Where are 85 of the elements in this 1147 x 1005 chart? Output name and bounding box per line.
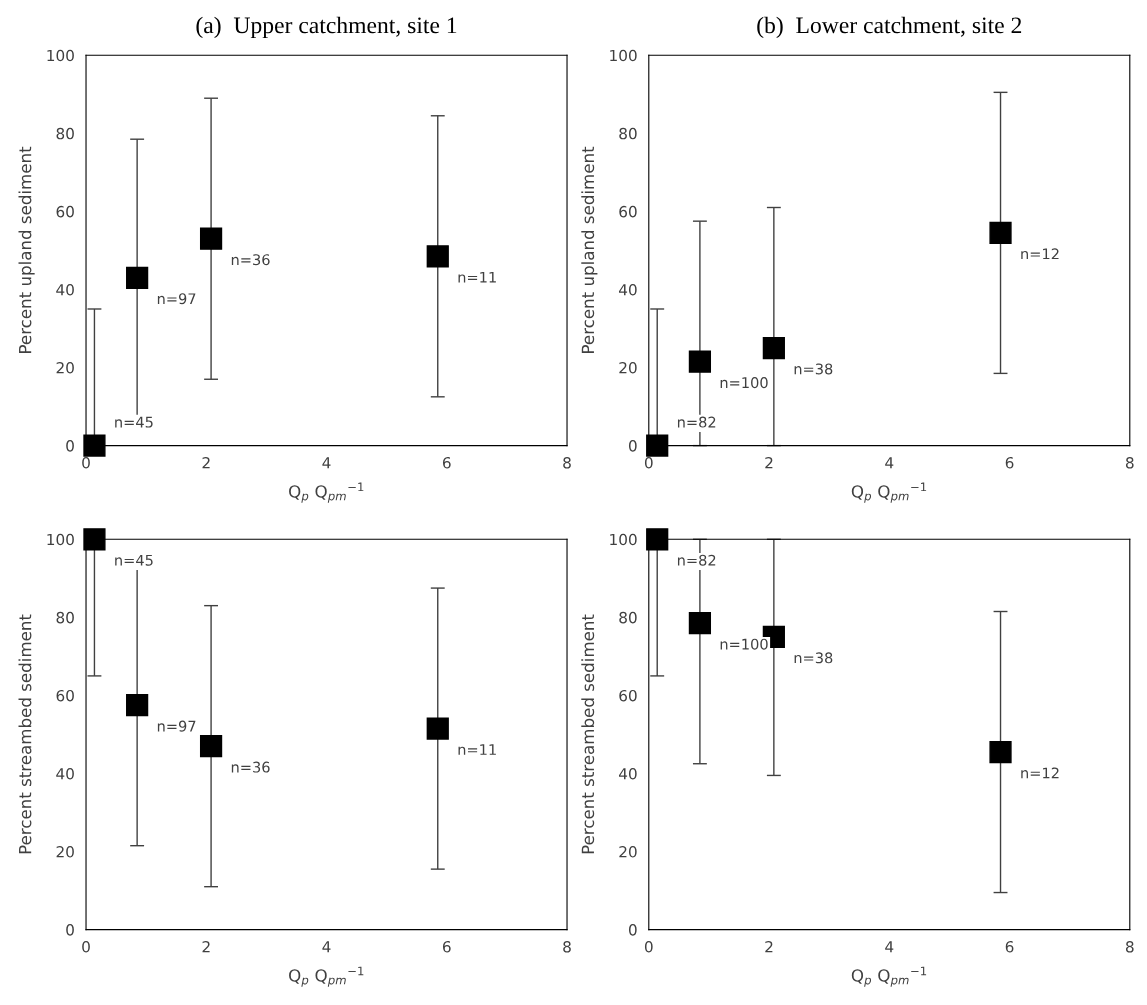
y-tick-label: 100: [610, 533, 637, 546]
annotation: n=12: [1021, 248, 1059, 260]
annotation: n=82: [677, 416, 716, 428]
y-tick-label: 40: [56, 283, 74, 296]
point: [83, 528, 106, 551]
point: [688, 612, 712, 635]
y-tick-label: 0: [66, 924, 74, 936]
point: [199, 227, 223, 250]
point: [83, 434, 106, 457]
x-tick-label: 0: [644, 941, 653, 953]
x-tick-label: 6: [1005, 456, 1014, 469]
y-tick-label: 100: [47, 533, 74, 546]
point: [126, 694, 149, 717]
y-tick-label: 20: [619, 846, 637, 858]
annotation: n=82: [677, 554, 716, 566]
annotation: n=36: [231, 254, 270, 266]
y-tick-label: 0: [628, 924, 637, 936]
x-tick-label: 0: [82, 941, 90, 953]
point: [426, 717, 449, 740]
y-tick-label: 60: [619, 689, 637, 702]
annotation: n=11: [458, 271, 496, 283]
point: [762, 336, 785, 360]
y-tick-label: 100: [47, 49, 74, 62]
y-tick-label: 100: [610, 49, 637, 62]
y-tick-label: 20: [56, 846, 74, 858]
y-tick-label: 80: [619, 127, 637, 140]
point: [989, 221, 1012, 244]
x-axis-title: Q$_{p}$ Q$_{pm}$$^{−1}$: [851, 966, 927, 987]
annotation: n=38: [794, 652, 833, 664]
y-tick-label: 80: [56, 127, 74, 140]
y-tick-label: 60: [56, 205, 74, 218]
y-axis-title: Percent streambed sediment: [18, 614, 32, 854]
y-tick-label: 60: [619, 205, 637, 218]
x-tick-label: 6: [1005, 941, 1014, 953]
chart-title: (b) Lower catchment, site 2: [757, 16, 1022, 39]
x-tick-label: 2: [765, 941, 773, 953]
annotation: n=11: [458, 744, 496, 755]
x-axis-title: Q$_{p}$ Q$_{pm}$$^{−1}$: [289, 482, 364, 503]
point: [688, 350, 712, 373]
y-axis-title: Percent upland sediment: [18, 146, 35, 353]
x-tick-label: 2: [202, 456, 210, 469]
x-tick-label: 2: [202, 941, 210, 953]
x-axis-title: Q$_{p}$ Q$_{pm}$$^{−1}$: [289, 966, 364, 987]
x-tick-label: 0: [82, 456, 90, 469]
x-tick-label: 8: [1125, 941, 1134, 953]
point: [989, 740, 1012, 764]
annotation: n=45: [115, 416, 153, 428]
annotation: n=97: [157, 720, 196, 732]
annotation: n=97: [157, 293, 196, 305]
y-tick-label: 40: [618, 767, 637, 780]
point: [646, 528, 669, 551]
x-tick-label: 8: [563, 456, 571, 469]
x-tick-label: 2: [765, 456, 773, 469]
annotation: n=38: [794, 363, 833, 375]
x-tick-label: 4: [322, 457, 331, 469]
y-tick-label: 40: [56, 767, 74, 780]
annotation: n=100: [720, 377, 768, 389]
y-tick-label: 40: [618, 283, 637, 296]
point: [426, 245, 449, 268]
y-tick-label: 80: [619, 611, 637, 624]
point: [646, 434, 669, 457]
x-tick-label: 4: [885, 457, 894, 469]
x-tick-label: 6: [442, 941, 451, 953]
y-axis-title: Percent upland sediment: [581, 146, 598, 353]
x-tick-label: 8: [1125, 456, 1134, 469]
x-tick-label: 4: [322, 941, 331, 953]
x-tick-label: 8: [563, 941, 571, 953]
y-tick-label: 80: [56, 611, 74, 624]
y-tick-label: 0: [66, 440, 74, 452]
annotation: n=36: [231, 761, 270, 773]
annotation: n=100: [720, 638, 768, 650]
annotation: n=12: [1021, 767, 1059, 779]
y-tick-label: 20: [619, 362, 637, 374]
y-tick-label: 0: [628, 440, 637, 452]
annotation: n=45: [115, 554, 153, 566]
x-tick-label: 0: [644, 456, 653, 469]
chart-title: (a) Upper catchment, site 1: [196, 16, 457, 39]
point: [199, 735, 223, 758]
x-axis-title: Q$_{p}$ Q$_{pm}$$^{−1}$: [851, 482, 927, 503]
x-tick-label: 6: [442, 456, 451, 469]
y-axis-title: Percent streambed sediment: [581, 614, 595, 854]
x-tick-label: 4: [885, 941, 894, 953]
point: [126, 266, 149, 289]
y-tick-label: 20: [56, 362, 74, 374]
y-tick-label: 60: [56, 689, 74, 702]
